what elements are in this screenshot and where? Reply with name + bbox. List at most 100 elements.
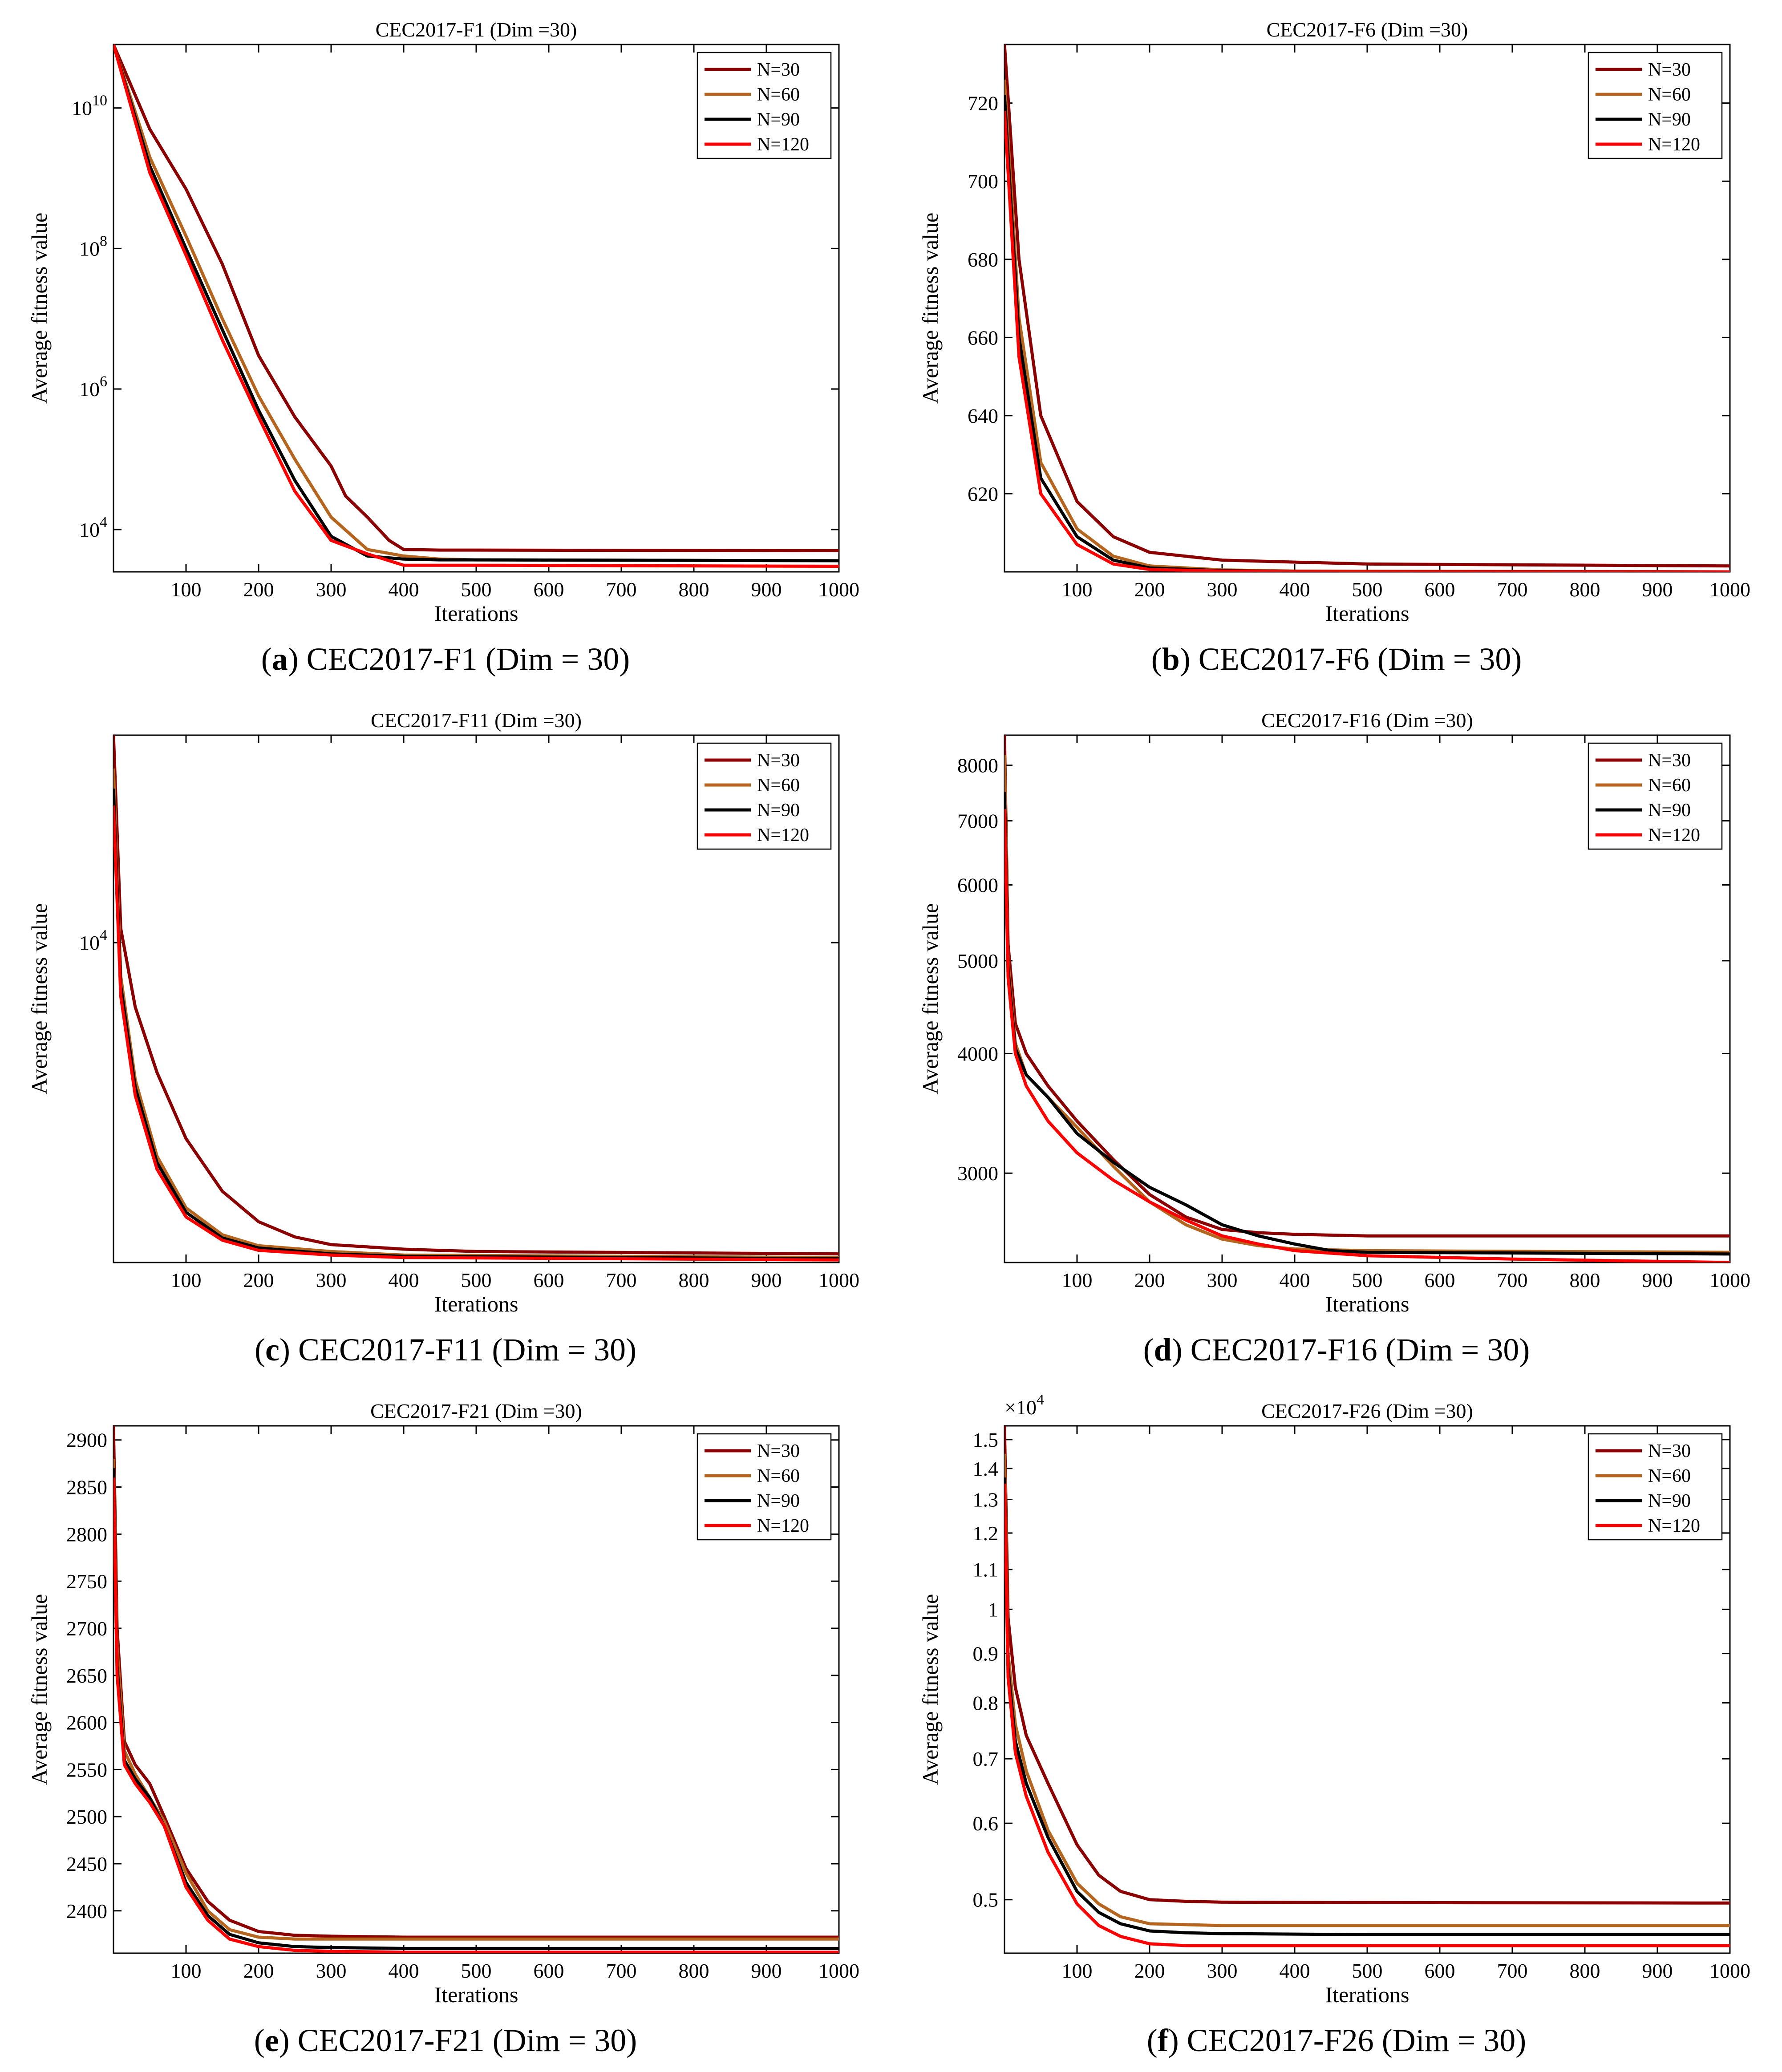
x-axis-label: Iterations <box>1325 1982 1409 2007</box>
y-tick-label: 8000 <box>957 754 998 777</box>
x-tick-label: 600 <box>1425 1269 1455 1291</box>
y-tick-label: 1 <box>988 1598 998 1621</box>
chart-title: CEC2017-F21 (Dim =30) <box>370 1400 582 1422</box>
x-tick-label: 1000 <box>818 1269 859 1291</box>
x-tick-label: 100 <box>1062 1959 1093 1982</box>
panel-e: CEC2017-F21 (Dim =30) 100 200 300 400 500 600 7… <box>0 1381 891 2072</box>
x-axis-label: Iterations <box>434 601 518 626</box>
legend-entry: N=30 <box>757 60 800 80</box>
legend-entry: N=90 <box>757 109 800 130</box>
y-tick-label: 4000 <box>957 1042 998 1065</box>
chart-f26: CEC2017-F26 (Dim =30) 100 200 300 400 500 600 7… <box>918 1392 1750 2007</box>
x-tick-label: 900 <box>751 578 782 601</box>
y-tick-label: 720 <box>968 92 998 115</box>
x-axis-label: Iterations <box>434 1982 518 2007</box>
x-tick-label: 700 <box>606 1269 637 1291</box>
legend-entry: N=60 <box>757 775 800 796</box>
x-tick-label: 300 <box>316 1959 347 1982</box>
y-tick-label: 2850 <box>66 1476 107 1499</box>
y-tick-label: 1.5 <box>973 1429 999 1451</box>
legend-entry: N=90 <box>1648 800 1691 821</box>
y-tick-label: 3000 <box>957 1162 998 1185</box>
x-tick-label: 600 <box>534 1269 564 1291</box>
y-tick-label: 0.8 <box>973 1692 999 1714</box>
y-tick-label: 1.4 <box>973 1457 999 1480</box>
x-tick-label: 300 <box>316 1269 347 1291</box>
x-tick-label: 1000 <box>818 578 859 601</box>
chart-title: CEC2017-F16 (Dim =30) <box>1261 709 1473 732</box>
legend-entry: N=90 <box>757 1491 800 1511</box>
x-tick-label: 400 <box>389 1269 419 1291</box>
panel-c: CEC2017-F11 (Dim =30) 100 200 300 400 500 600 7… <box>0 691 891 1381</box>
y-tick-label: 640 <box>968 405 998 427</box>
y-tick-label: 2600 <box>66 1712 107 1734</box>
x-tick-label: 500 <box>461 1269 492 1291</box>
x-tick-label: 700 <box>606 1959 637 1982</box>
x-tick-label: 300 <box>316 578 347 601</box>
y-axis-label: Average fitness value <box>27 213 52 404</box>
x-tick-label: 800 <box>679 1269 709 1291</box>
x-tick-label: 1000 <box>818 1959 859 1982</box>
legend-entry: N=60 <box>1648 1466 1691 1486</box>
legend-entry: N=30 <box>757 1441 800 1461</box>
x-axis-label: Iterations <box>1325 1291 1409 1316</box>
x-tick-label: 100 <box>1062 578 1093 601</box>
panel-b: CEC2017-F6 (Dim =30) 100 200 300 400 500 600 70… <box>891 0 1782 691</box>
legend-entry: N=120 <box>757 825 809 846</box>
x-tick-label: 200 <box>243 1269 274 1291</box>
x-tick-label: 800 <box>679 578 709 601</box>
x-tick-label: 200 <box>243 1959 274 1982</box>
x-tick-label: 300 <box>1207 578 1238 601</box>
series-line-n-30 <box>113 45 839 552</box>
x-tick-label: 200 <box>1134 578 1165 601</box>
x-tick-label: 900 <box>1642 1269 1673 1291</box>
series-line-n-90 <box>113 45 839 563</box>
y-tick-label: 2500 <box>66 1805 107 1828</box>
series-line-n-90 <box>1004 1477 1730 1936</box>
series-line-n-60 <box>1004 1453 1730 1927</box>
series-line-n-120 <box>113 805 839 1262</box>
y-tick-label: 6000 <box>957 874 998 896</box>
legend-entry: N=30 <box>757 750 800 771</box>
legend-entry: N=120 <box>1648 825 1700 846</box>
x-tick-label: 900 <box>751 1269 782 1291</box>
series-line-n-30 <box>1004 1426 1730 1905</box>
x-tick-label: 700 <box>1497 1269 1528 1291</box>
x-tick-label: 100 <box>171 1959 202 1982</box>
x-tick-label: 400 <box>1280 1959 1310 1982</box>
y-tick-label: 0.9 <box>973 1643 999 1665</box>
y-tick-label: 700 <box>968 170 998 193</box>
x-tick-label: 700 <box>606 578 637 601</box>
y-tick-label: 0.6 <box>973 1812 999 1835</box>
series-line-n-30 <box>1004 45 1730 568</box>
y-multiplier-label: ×104 <box>1004 1392 1044 1419</box>
chart-f16: CEC2017-F16 (Dim =30) 100 200 300 400 500 600 7… <box>918 709 1750 1316</box>
panel-a: CEC2017-F1 (Dim =30) 100 200 300 400 500 600 70… <box>0 0 891 691</box>
y-tick-label: 104 <box>79 514 107 541</box>
y-axis-label: Average fitness value <box>27 1594 52 1785</box>
x-tick-label: 800 <box>1570 1269 1600 1291</box>
x-axis-label: Iterations <box>434 1291 518 1316</box>
y-tick-label: 2550 <box>66 1758 107 1781</box>
x-tick-label: 600 <box>1425 578 1455 601</box>
y-axis-label: Average fitness value <box>918 903 943 1094</box>
x-tick-label: 300 <box>1207 1269 1238 1291</box>
chart-title: CEC2017-F11 (Dim =30) <box>371 709 582 732</box>
y-tick-label: 1.1 <box>973 1558 999 1581</box>
x-tick-label: 200 <box>1134 1269 1165 1291</box>
caption-a: (a) CEC2017-F1 (Dim = 30) <box>261 641 630 677</box>
y-tick-label: 0.7 <box>973 1748 999 1770</box>
y-tick-label: 5000 <box>957 950 998 972</box>
legend-entry: N=120 <box>757 1516 809 1536</box>
x-tick-label: 600 <box>534 578 564 601</box>
series-line-n-30 <box>113 735 839 1256</box>
legend-entry: N=90 <box>1648 1491 1691 1511</box>
panel-d: CEC2017-F16 (Dim =30) 100 200 300 400 500 600 7… <box>891 691 1782 1381</box>
x-tick-label: 100 <box>171 1269 202 1291</box>
x-tick-label: 100 <box>1062 1269 1093 1291</box>
y-tick-label: 1.2 <box>973 1522 999 1545</box>
chart-title: CEC2017-F6 (Dim =30) <box>1267 18 1468 41</box>
chart-f1: CEC2017-F1 (Dim =30) 100 200 300 400 500 600 70… <box>27 18 859 626</box>
y-axis-label: Average fitness value <box>27 903 52 1094</box>
y-tick-label: 108 <box>79 233 107 260</box>
